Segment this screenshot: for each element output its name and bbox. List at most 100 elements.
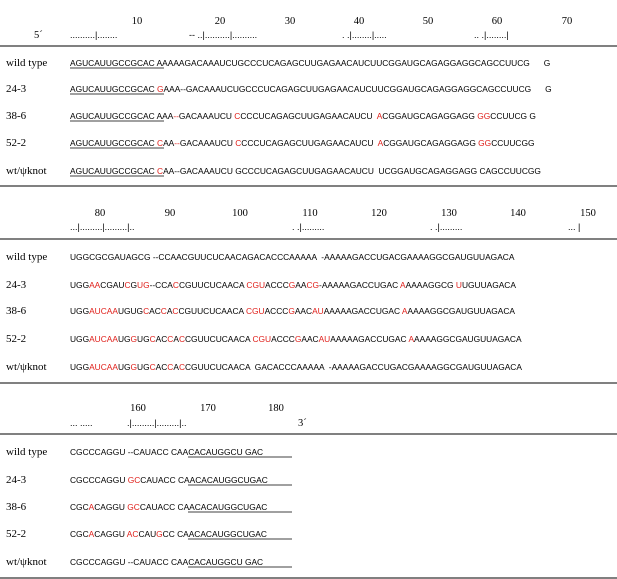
sequence-segment: AAAAAGACCUGAC <box>324 306 402 316</box>
mutated-bases: CGU <box>252 334 271 344</box>
sequence-segment: CGUUCUCAACA <box>179 280 246 290</box>
sequence-segment: AAA--GACAAAUCUGCCCUCAGAGCUUGAGAACAUCUUCG… <box>164 84 552 94</box>
mutated-bases: CGU <box>246 280 265 290</box>
sequence-segment: CGC <box>70 502 89 512</box>
mutated-bases: A <box>89 502 95 512</box>
sequence-row: UGGAUCAAUGUGCACCACCGUUCUCAACA CGUACCCGAA… <box>70 306 515 316</box>
sequence-segment: UGGCGCGAUAGCG --CCAACGUUCUCAACAGACACCCAA… <box>70 252 515 262</box>
mutated-bases: C <box>173 280 179 290</box>
position-ruler: ... ..... <box>70 418 93 428</box>
sequence-segment: AA <box>163 138 175 148</box>
sequence-segment: G <box>131 280 138 290</box>
sequence-segment: AGUCAUUGCCGCAC <box>70 166 157 176</box>
sequence-segment: AAC <box>301 334 318 344</box>
mutated-bases: C <box>143 306 149 316</box>
mutated-bases: GG <box>477 111 490 121</box>
mutated-bases: A <box>377 111 383 121</box>
mutated-bases: C <box>235 138 241 148</box>
sequence-segment: CGC <box>70 529 89 539</box>
mutated-bases: AC <box>127 529 139 539</box>
sequence-row: CGCCCAGGU GCCAUACC CAACACAUGGCUGAC <box>70 475 270 485</box>
mutated-bases: AA <box>89 280 101 290</box>
row-label: wild type <box>6 251 47 263</box>
position-number: 180 <box>268 403 284 414</box>
sequence-segment: CCUUCGG <box>491 138 534 148</box>
mutated-bases: G <box>131 362 138 372</box>
position-ruler: . .|......... <box>292 222 324 232</box>
row-label: 52-2 <box>6 137 26 149</box>
sequence-row: UGGAUCAAUGGUGCACCACCGUUCUCAACA GACACCCAA… <box>70 362 522 372</box>
mutated-bases: AU <box>312 306 324 316</box>
sequence-segment: AC <box>149 306 161 316</box>
position-ruler: .|.........|.........|.. <box>127 418 187 428</box>
sequence-segment: CAACACAUGGCUGAC <box>177 529 269 539</box>
sequence-segment: CC <box>163 529 177 539</box>
sequence-segment: UGUUAGACA <box>462 280 516 290</box>
mutated-bases: C <box>179 334 185 344</box>
row-label: 52-2 <box>6 528 26 540</box>
sequence-segment: AA--GACAAAUCU GCCCUCAGAGCUUGAGAACAUCU UC… <box>163 166 541 176</box>
sequence-segment: GACAAAUCU <box>179 111 234 121</box>
mutated-bases: U <box>456 280 462 290</box>
sequence-segment: UGG <box>70 334 89 344</box>
row-label: wt/ψknot <box>6 556 47 568</box>
five-prime-label: 5´ <box>34 30 43 41</box>
sequence-row: UGGCGCGAUAGCG --CCAACGUUCUCAACAGACACCCAA… <box>70 252 515 262</box>
sequence-segment: CGCCCAGGU <box>70 475 128 485</box>
sequence-segment: AAC <box>295 306 312 316</box>
sequence-segment: AGUCAUUGCCGCAC <box>70 111 157 121</box>
sequence-segment: UGG <box>70 362 89 372</box>
position-number: 150 <box>580 208 596 219</box>
row-label: 24-3 <box>6 474 27 486</box>
position-number: 170 <box>200 403 216 414</box>
mutated-bases: A <box>402 306 408 316</box>
position-ruler: . .|........|..... <box>342 30 387 40</box>
position-number: 80 <box>95 208 106 219</box>
mutated-bases: -- <box>174 138 180 148</box>
position-ruler: . .|......... <box>430 222 462 232</box>
mutated-bases: CG <box>306 280 319 290</box>
sequence-segment: ACCC <box>265 280 289 290</box>
mutated-bases: G <box>156 529 163 539</box>
sequence-segment: A <box>167 306 173 316</box>
alignment-block-1: 10 20 30 40 50 60 70 ..........|........ -- ..|.… <box>0 16 617 187</box>
mutated-bases: G <box>157 84 164 94</box>
position-number: 130 <box>441 208 457 219</box>
mutated-bases: C <box>150 334 156 344</box>
mutated-bases: -- <box>173 111 179 121</box>
sequence-segment: AC <box>156 362 168 372</box>
sequence-segment: CGCCCAGGU --CAUACC <box>70 557 171 567</box>
mutated-bases: GC <box>128 475 141 485</box>
position-number: 20 <box>215 16 226 27</box>
row-label: wt/ψknot <box>6 165 47 177</box>
sequence-row: UGGAUCAAUGGUGCACCACCGUUCUCAACA CGUACCCGA… <box>70 334 522 344</box>
mutated-bases: C <box>167 334 173 344</box>
sequence-segment: CGUUCUCAACA <box>178 306 245 316</box>
position-number: 120 <box>371 208 387 219</box>
mutated-bases: AUCAA <box>89 334 118 344</box>
sequence-segment: CAUACC <box>140 475 178 485</box>
position-ruler: ..........|........ <box>70 30 117 40</box>
sequence-segment: AAAAAGACAAAUCUGCCCUCAGAGCUUGAGAACAUCUUCG… <box>157 58 551 68</box>
position-number: 50 <box>423 16 434 27</box>
row-label: 38-6 <box>6 110 27 122</box>
sequence-segment: AGUCAUUGCCGCAC <box>70 58 157 68</box>
sequence-row: UGGAACGAUCGUG--CCACCGUUCUCAACA CGUACCCGA… <box>70 280 516 290</box>
sequence-row: CGCACAGGU GCCAUACC CAACACAUGGCUGAC <box>70 502 270 512</box>
position-number: 160 <box>130 403 146 414</box>
sequence-segment: CCCUCAGAGCUUGAGAACAUCU <box>241 138 377 148</box>
row-label: 38-6 <box>6 305 27 317</box>
sequence-segment: AAAAAGACCUGAC <box>330 334 408 344</box>
mutated-bases: G <box>289 280 296 290</box>
sequence-row: CGCCCAGGU --CAUACC CAACACAUGGCU GAC <box>70 557 263 567</box>
mutated-bases: G <box>295 334 302 344</box>
sequence-segment: AAAAGGCG <box>406 280 456 290</box>
mutated-bases: C <box>157 138 163 148</box>
mutated-bases: C <box>179 362 185 372</box>
sequence-row: AGUCAUUGCCGCAC GAAA--GACAAAUCUGCCCUCAGAG… <box>70 84 552 94</box>
sequence-segment: UGG <box>70 306 89 316</box>
sequence-segment: UG <box>137 362 150 372</box>
sequence-segment: CCCUCAGAGCUUGAGAACAUCU <box>240 111 376 121</box>
mutated-bases: AUCAA <box>89 306 118 316</box>
position-ruler: .. .|........| <box>474 30 509 40</box>
